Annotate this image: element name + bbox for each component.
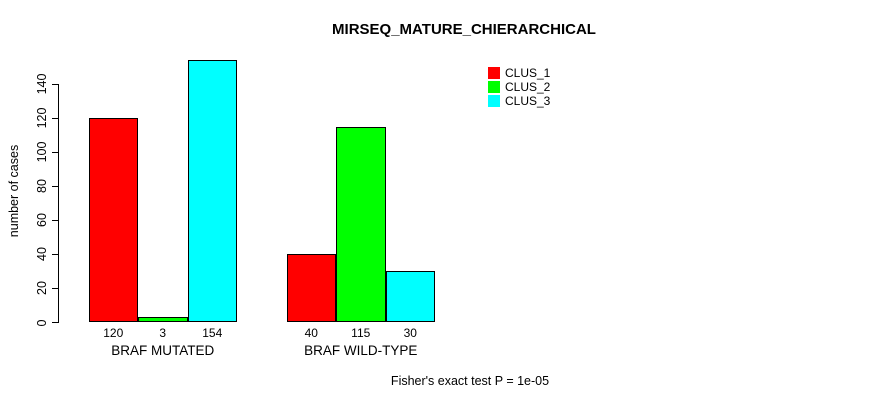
- bar-clus-1-braf-mutated: [88, 118, 138, 323]
- y-tick-0: [52, 322, 59, 323]
- bar-value-clus-3-braf-mutated: 154: [202, 326, 223, 340]
- y-tick-label-80: 80: [35, 179, 49, 194]
- y-tick-label-40: 40: [35, 247, 49, 262]
- bar-value-clus-2-braf-mutated: 3: [159, 326, 167, 340]
- pvalue-annotation: Fisher's exact test P = 1e-05: [390, 374, 550, 388]
- y-tick-40: [52, 253, 59, 255]
- legend-label: CLUS_3: [505, 94, 551, 108]
- legend-label: CLUS_1: [505, 66, 551, 80]
- bar-value-clus-3-braf-wild-type: 30: [403, 326, 417, 340]
- y-tick-label-140: 140: [35, 73, 49, 95]
- y-axis-line: [58, 84, 59, 323]
- legend-swatch-icon: [488, 81, 500, 93]
- group-label-braf-mutated: BRAF MUTATED: [111, 343, 215, 358]
- legend-item-clus-2: CLUS_2: [488, 80, 550, 94]
- bar-clus-3-braf-wild-type: [385, 271, 435, 323]
- legend-swatch-icon: [488, 95, 500, 107]
- bar-value-clus-1-braf-wild-type: 40: [304, 326, 318, 340]
- y-tick-60: [52, 219, 59, 221]
- y-tick-100: [52, 151, 59, 153]
- bar-clus-2-braf-wild-type: [336, 126, 386, 323]
- y-tick-label-60: 60: [35, 213, 49, 228]
- y-tick-80: [52, 185, 59, 187]
- legend-label: CLUS_2: [505, 80, 551, 94]
- chart-title: MIRSEQ_MATURE_CHIERARCHICAL: [332, 21, 596, 38]
- bar-value-clus-2-braf-wild-type: 115: [351, 326, 371, 340]
- y-tick-label-100: 100: [35, 141, 49, 163]
- y-axis-title: number of cases: [7, 144, 21, 238]
- y-tick-label-20: 20: [35, 281, 49, 296]
- y-tick-label-0: 0: [35, 319, 49, 326]
- group-label-braf-wild-type: BRAF WILD-TYPE: [304, 343, 418, 358]
- bar-clus-2-braf-mutated: [138, 317, 188, 323]
- legend-item-clus-1: CLUS_1: [488, 66, 550, 80]
- legend-swatch-icon: [488, 67, 500, 79]
- y-tick-20: [52, 287, 59, 289]
- bar-value-clus-1-braf-mutated: 120: [103, 326, 124, 340]
- y-tick-140: [52, 83, 59, 85]
- y-tick-120: [52, 117, 59, 119]
- y-tick-label-120: 120: [35, 107, 49, 129]
- legend-item-clus-3: CLUS_3: [488, 94, 550, 108]
- bar-clus-1-braf-wild-type: [286, 254, 336, 323]
- bar-clus-3-braf-mutated: [187, 60, 237, 323]
